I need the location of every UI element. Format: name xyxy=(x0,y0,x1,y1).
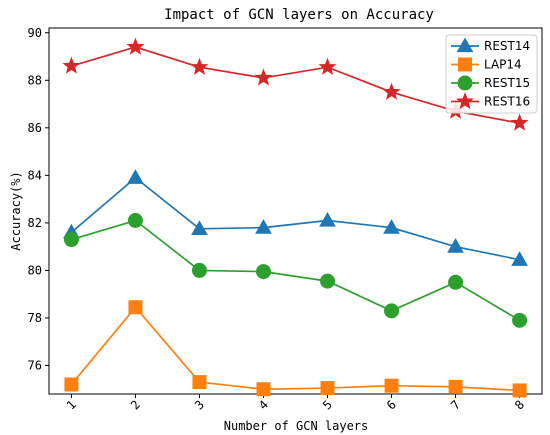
data-point-rest14 xyxy=(127,169,144,184)
series-lap14 xyxy=(64,300,527,398)
data-point-lap14 xyxy=(384,378,399,393)
data-point-lap14 xyxy=(512,383,527,398)
data-point-lap14 xyxy=(128,300,143,315)
y-tick-label: 88 xyxy=(28,73,42,87)
legend-marker-rest14 xyxy=(456,37,474,53)
data-point-lap14 xyxy=(64,377,79,392)
data-point-rest16 xyxy=(254,68,273,86)
x-tick-label: 2 xyxy=(128,397,143,412)
data-point-rest14 xyxy=(319,211,336,227)
x-tick-label: 7 xyxy=(448,397,463,412)
data-point-rest15 xyxy=(127,213,143,229)
y-tick-label: 84 xyxy=(28,168,42,182)
data-point-rest16 xyxy=(62,56,81,74)
legend-label-rest16: REST16 xyxy=(484,95,530,109)
legend-marker-rest15 xyxy=(457,75,473,91)
data-point-rest15 xyxy=(255,264,271,280)
x-tick-label: 8 xyxy=(512,397,527,412)
y-tick-label: 86 xyxy=(28,121,42,135)
y-axis: 76 78 80 82 84 86 88 90 xyxy=(28,26,49,372)
data-point-rest16 xyxy=(510,113,529,131)
legend-marker-rest16 xyxy=(456,92,474,110)
legend-marker-lap14 xyxy=(458,57,472,72)
x-axis: 1 2 3 4 5 6 7 8 xyxy=(64,394,527,413)
x-tick-label: 6 xyxy=(384,397,399,412)
data-point-rest15 xyxy=(384,303,400,319)
plot-area xyxy=(48,27,543,395)
legend-label-rest14: REST14 xyxy=(484,39,530,53)
data-point-rest14 xyxy=(255,219,272,234)
series-line-lap14 xyxy=(70,305,520,392)
series-rest14 xyxy=(63,169,528,266)
data-point-lap14 xyxy=(320,381,335,396)
data-point-lap14 xyxy=(448,379,463,394)
y-tick-label: 80 xyxy=(28,263,42,277)
data-point-rest15 xyxy=(191,262,207,278)
chart-title: Impact of GCN layers on Accuracy xyxy=(164,7,434,23)
data-point-rest15 xyxy=(512,312,528,328)
x-tick-label: 3 xyxy=(192,397,207,412)
data-point-lap14 xyxy=(192,375,207,390)
series-line-rest14 xyxy=(70,176,520,261)
data-point-rest15 xyxy=(63,232,79,248)
y-tick-label: 82 xyxy=(28,216,42,230)
legend-label-lap14: LAP14 xyxy=(484,58,522,72)
x-tick-label: 4 xyxy=(256,397,271,412)
data-point-rest15 xyxy=(320,273,336,289)
legend: REST14 LAP14 REST15 REST16 xyxy=(445,34,538,114)
data-point-rest16 xyxy=(318,57,337,75)
data-point-rest14 xyxy=(511,251,528,266)
series-rest15 xyxy=(63,213,528,328)
data-point-rest16 xyxy=(190,57,209,75)
data-point-lap14 xyxy=(256,382,271,397)
series-line-rest16 xyxy=(71,46,520,124)
series-layer xyxy=(62,37,529,398)
y-tick-label: 76 xyxy=(28,358,42,372)
data-point-rest14 xyxy=(191,220,208,235)
x-axis-label: Number of GCN layers xyxy=(224,419,369,433)
series-line-rest15 xyxy=(71,219,521,322)
legend-label-rest15: REST15 xyxy=(484,76,530,90)
y-tick-label: 78 xyxy=(28,311,42,325)
x-tick-label: 1 xyxy=(64,397,79,412)
data-point-rest14 xyxy=(447,238,464,253)
y-axis-label: Accuracy(%) xyxy=(9,171,23,250)
data-point-rest15 xyxy=(448,274,464,290)
data-point-rest16 xyxy=(382,82,401,100)
data-point-rest16 xyxy=(126,37,145,55)
legend-box xyxy=(445,34,538,114)
x-tick-label: 5 xyxy=(320,397,335,412)
y-tick-label: 90 xyxy=(28,26,42,40)
data-point-rest14 xyxy=(383,219,400,234)
